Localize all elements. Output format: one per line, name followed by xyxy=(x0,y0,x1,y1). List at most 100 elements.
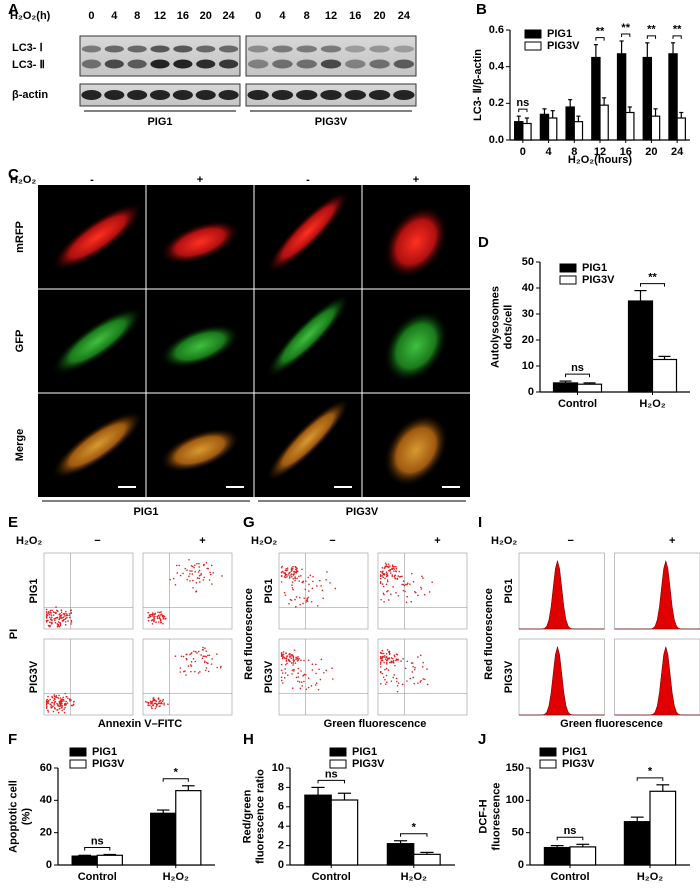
event-dot xyxy=(395,565,397,568)
legend-label: PIG3V xyxy=(352,758,385,770)
event-dot xyxy=(281,653,283,656)
event-dot xyxy=(299,687,302,690)
y-tick-label: 40 xyxy=(522,282,534,294)
bar xyxy=(522,122,532,141)
event-dot xyxy=(210,663,213,665)
event-dot xyxy=(205,650,208,653)
event-dot xyxy=(293,570,296,573)
event-dot xyxy=(149,701,152,704)
event-dot xyxy=(49,703,52,705)
event-dot xyxy=(189,573,191,575)
event-dot xyxy=(389,565,391,567)
panel-letter: J xyxy=(478,731,486,748)
treatment: H₂O₂ xyxy=(251,535,277,547)
event-dot xyxy=(402,589,405,592)
event-dot xyxy=(221,575,223,577)
event-dot xyxy=(392,676,395,679)
significance-bracket xyxy=(162,778,189,782)
event-dot xyxy=(303,659,305,662)
event-dot xyxy=(307,596,310,599)
event-dot xyxy=(383,661,385,664)
event-dot xyxy=(402,583,405,586)
event-dot xyxy=(290,654,292,657)
band xyxy=(320,59,342,69)
event-dot xyxy=(293,659,296,662)
event-dot xyxy=(61,700,64,703)
band xyxy=(369,59,390,69)
event-dot xyxy=(207,670,210,673)
y-tick-label: 0 xyxy=(46,859,52,871)
event-dot xyxy=(395,591,397,594)
event-dot xyxy=(58,702,61,704)
event-dot xyxy=(311,663,314,665)
legend-swatch xyxy=(524,29,542,39)
event-dot xyxy=(315,682,318,685)
event-dot xyxy=(185,674,187,676)
flow-ylabel: Red fluorescence xyxy=(483,588,495,680)
event-dot xyxy=(60,611,63,614)
event-dot xyxy=(424,678,426,681)
event-dot xyxy=(417,656,419,658)
event-dot xyxy=(58,694,60,697)
event-dot xyxy=(385,656,387,658)
flow-plot xyxy=(278,552,369,630)
event-dot xyxy=(72,703,75,706)
bar xyxy=(413,853,441,866)
event-dot xyxy=(150,700,152,703)
event-dot xyxy=(388,653,391,656)
legend-swatch xyxy=(69,759,87,769)
event-dot xyxy=(51,609,53,612)
event-dot xyxy=(300,670,302,672)
event-dot xyxy=(64,621,67,623)
event-dot xyxy=(298,575,300,578)
x-tick-label: 0 xyxy=(520,146,526,158)
event-dot xyxy=(298,681,301,683)
event-dot xyxy=(385,667,388,670)
event-dot xyxy=(282,653,285,656)
event-dot xyxy=(172,577,175,580)
event-dot xyxy=(301,568,303,571)
event-dot xyxy=(305,580,307,582)
blot-membrane xyxy=(79,35,241,77)
time-label: 4 xyxy=(111,10,118,22)
event-dot xyxy=(321,589,324,592)
event-dot xyxy=(380,598,382,601)
event-dot xyxy=(382,652,385,655)
bar xyxy=(175,790,202,866)
event-dot xyxy=(393,654,396,657)
event-dot xyxy=(401,583,403,586)
event-dot xyxy=(152,614,154,617)
band xyxy=(272,59,293,69)
event-dot xyxy=(300,575,302,577)
event-dot xyxy=(401,683,404,686)
sign: − xyxy=(568,535,574,547)
flow-plot xyxy=(377,552,468,630)
event-dot xyxy=(383,601,385,603)
significance-bracket xyxy=(84,846,111,851)
event-dot xyxy=(304,588,307,591)
event-dot xyxy=(299,603,301,606)
event-dot xyxy=(420,586,422,589)
blot-treatment: H₂O₂(h) xyxy=(10,10,51,22)
event-dot xyxy=(391,565,394,568)
event-dot xyxy=(198,562,200,565)
event-dot xyxy=(388,657,390,659)
event-dot xyxy=(55,612,57,614)
event-dot xyxy=(47,709,49,712)
event-dot xyxy=(379,574,382,576)
event-dot xyxy=(163,702,165,704)
event-dot xyxy=(68,698,71,701)
event-dot xyxy=(311,669,314,671)
y-tick-label: 8 xyxy=(278,781,284,793)
event-dot xyxy=(291,687,294,689)
event-dot xyxy=(49,621,51,623)
event-dot xyxy=(70,609,72,612)
band xyxy=(104,59,124,69)
event-dot xyxy=(179,671,182,673)
event-dot xyxy=(300,681,303,683)
event-dot xyxy=(316,604,319,607)
cell xyxy=(265,397,351,482)
event-dot xyxy=(162,615,165,617)
event-dot xyxy=(280,679,283,682)
event-dot xyxy=(379,575,382,578)
